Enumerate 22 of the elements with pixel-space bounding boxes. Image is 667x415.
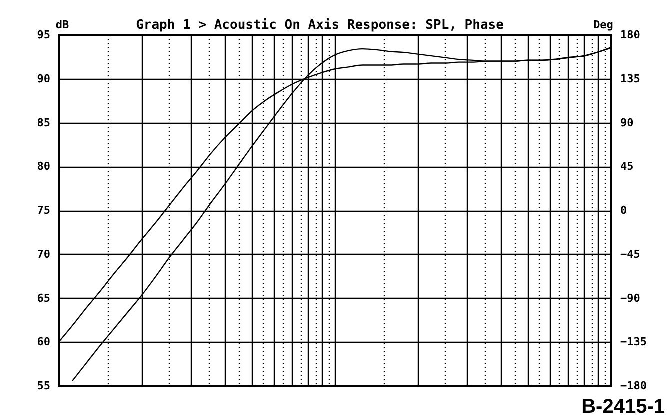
y-tick-label: 85 (37, 116, 50, 130)
y-tick-label: 90 (37, 72, 50, 86)
chart-title: Graph 1 > Acoustic On Axis Response: SPL, Phase (136, 18, 504, 33)
y-tick-label: 80 (37, 160, 50, 174)
y2-tick-label: 45 (620, 160, 634, 174)
y2-tick-label: 135 (620, 72, 640, 86)
y2-tick-label: −135 (620, 336, 647, 349)
y2-tick-label: −45 (620, 248, 640, 261)
y2-tick-label: 0 (620, 204, 628, 217)
y-tick-label: 60 (37, 336, 50, 349)
y2-axis-title: Deg (594, 18, 614, 32)
y-tick-label: 55 (37, 380, 50, 392)
text: B-2415-1 (582, 396, 665, 415)
y-tick-label: 95 (37, 28, 50, 42)
y-tick-label: 70 (37, 248, 50, 261)
y-tick-label: 65 (37, 292, 50, 305)
y2-tick-label: 180 (620, 28, 640, 42)
y2-tick-label: −90 (620, 292, 640, 305)
y-tick-label: 75 (37, 204, 50, 217)
y2-tick-label: −180 (620, 380, 647, 392)
y2-tick-label: 90 (620, 116, 634, 130)
y-axis-title: dB (56, 18, 70, 32)
